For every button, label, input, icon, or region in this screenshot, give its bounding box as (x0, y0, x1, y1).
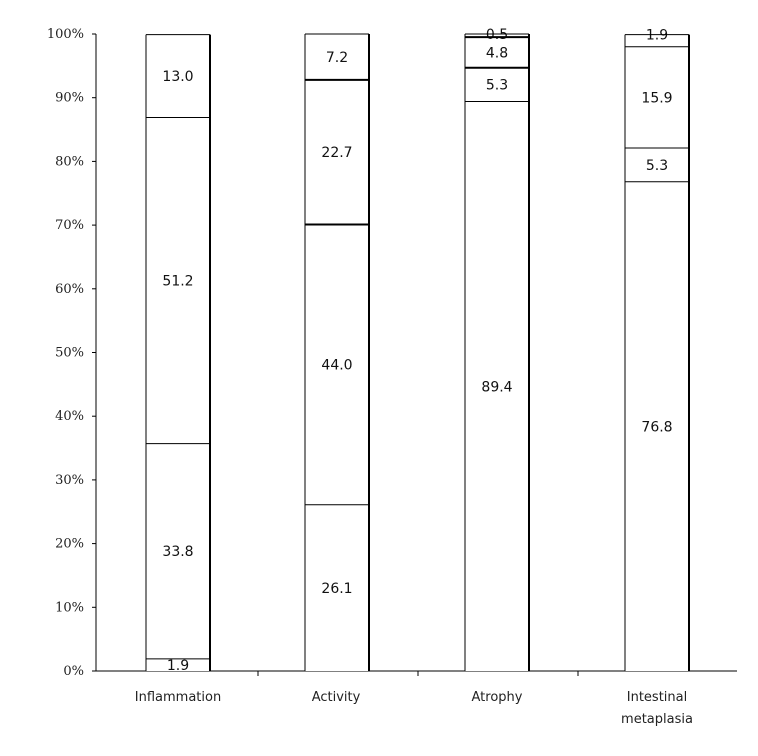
y-tick-label: 80% (55, 154, 84, 169)
segment-label: 7.2 (326, 50, 348, 66)
y-tick-label: 60% (55, 282, 84, 297)
y-tick-label: 30% (55, 473, 84, 488)
category-label: Intestinal (627, 690, 687, 705)
segment-label: 76.8 (641, 419, 672, 435)
bar-segment (305, 34, 369, 80)
segment-label: 4.8 (486, 45, 508, 61)
bar-segment (465, 34, 529, 38)
bars: 1.9 33.8 51.2 13.0 26.1 44.0 22.7 7.2 89.4 5.3 4.8… (145, 27, 690, 674)
segment-label: 5.3 (486, 78, 508, 94)
y-tick-label: 40% (55, 409, 84, 424)
bar-group: 89.4 5.3 4.8 0.5 (464, 27, 530, 672)
bar-segment (305, 79, 369, 225)
y-axis: 0% 10% 20% 30% 40% 50% 60% 70% 80% 90% 100% (47, 27, 97, 679)
y-tick-label: 20% (55, 537, 84, 552)
bar-segment (625, 148, 689, 182)
bar-segment (625, 34, 689, 47)
category-label: Inflammation (135, 690, 221, 705)
segment-label: 26.1 (321, 581, 352, 597)
category-label: metaplasia (621, 712, 693, 727)
bar-segment (465, 67, 529, 102)
segment-label: 0.5 (486, 27, 508, 43)
segment-label: 89.4 (481, 379, 512, 395)
bar-segment (625, 181, 689, 671)
bar-segment (146, 658, 210, 671)
bar-segment (465, 101, 529, 672)
segment-label: 51.2 (162, 274, 193, 290)
y-tick-label: 100% (47, 27, 84, 42)
bar-segment (465, 37, 529, 68)
bar-segment (305, 224, 369, 505)
y-tick-label: 90% (55, 91, 84, 106)
bar-group: 1.9 33.8 51.2 13.0 (145, 34, 211, 674)
bar-segment (305, 504, 369, 671)
segment-label: 1.9 (167, 658, 189, 674)
segment-label: 44.0 (321, 358, 352, 374)
segment-label: 22.7 (321, 145, 352, 161)
bar-group: 26.1 44.0 22.7 7.2 (304, 33, 370, 671)
y-tick-label: 10% (55, 600, 84, 615)
category-label: Atrophy (472, 690, 523, 705)
bar-segment (625, 46, 689, 149)
segment-label: 33.8 (162, 544, 193, 560)
bar-group: 76.8 5.3 15.9 1.9 (624, 28, 690, 671)
segment-label: 15.9 (641, 90, 672, 106)
y-tick-label: 50% (55, 346, 84, 361)
bar-segment (146, 117, 210, 444)
bar-segment (146, 34, 210, 118)
segment-label: 5.3 (646, 158, 668, 174)
x-axis: Inflammation Activity Atrophy Intestinal met… (96, 670, 737, 727)
segment-label: 1.9 (646, 28, 668, 44)
segment-label: 13.0 (162, 69, 193, 85)
y-tick-label: 70% (55, 218, 84, 233)
category-label: Activity (312, 690, 361, 705)
bar-segment (146, 443, 210, 659)
y-tick-label: 0% (63, 664, 84, 679)
